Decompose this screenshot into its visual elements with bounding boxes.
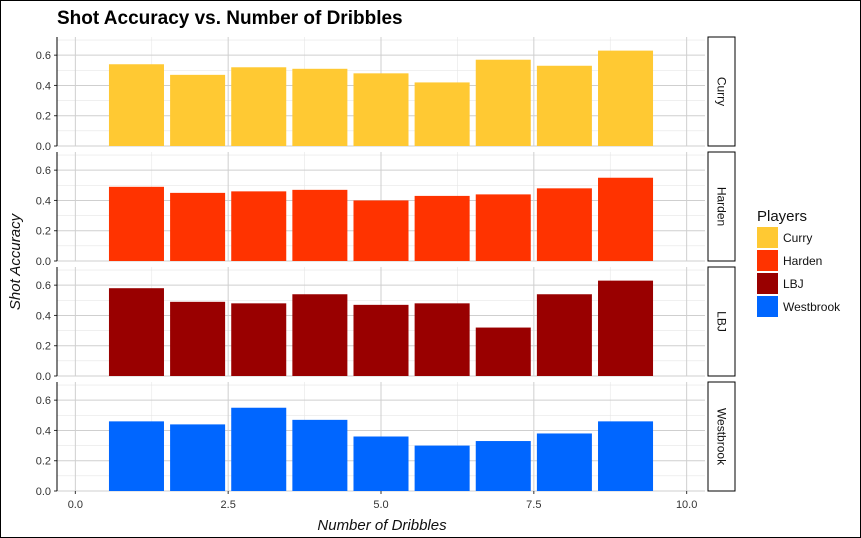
y-tick-label: 0.6	[36, 50, 51, 62]
bar-lbj-1	[108, 288, 164, 376]
bar-curry-6	[414, 82, 470, 146]
facet-strip-label: LBJ	[715, 311, 729, 332]
bar-harden-1	[108, 186, 164, 261]
x-axis-title: Number of Dribbles	[317, 517, 447, 534]
y-tick-label: 0.0	[36, 141, 51, 153]
bar-westbrook-6	[414, 445, 470, 491]
panel-westbrook: 0.0 0.2 0.4 0.6 Westbrook	[36, 381, 736, 498]
legend: Players Curry Harden LBJ Westbrook	[757, 208, 841, 317]
y-tick-label: 0.2	[36, 226, 51, 238]
bar-curry-1	[108, 64, 164, 146]
bar-curry-5	[353, 73, 409, 146]
bar-harden-9	[598, 177, 654, 261]
bar-harden-2	[170, 192, 226, 261]
facet-strip-label: Curry	[715, 77, 729, 106]
bar-lbj-4	[292, 294, 348, 376]
bar-westbrook-7	[475, 441, 531, 491]
legend-label-curry: Curry	[783, 231, 812, 245]
facet-strip	[707, 36, 736, 147]
bar-lbj-6	[414, 303, 470, 376]
bar-westbrook-8	[536, 433, 592, 491]
x-tick-label: 5.0	[373, 499, 388, 511]
legend-swatch-curry	[757, 227, 778, 248]
y-tick-label: 0.0	[36, 371, 51, 383]
y-axis-title: Shot Accuracy	[7, 212, 24, 310]
legend-title: Players	[757, 208, 807, 225]
bar-curry-9	[598, 50, 654, 146]
legend-swatch-harden	[757, 250, 778, 271]
facet-strip	[707, 381, 736, 492]
y-tick-label: 0.4	[36, 80, 51, 92]
chart-title: Shot Accuracy vs. Number of Dribbles	[57, 8, 403, 29]
facet-strip-label: Westbrook	[715, 408, 729, 466]
y-tick-label: 0.0	[36, 256, 51, 268]
legend-label-harden: Harden	[783, 254, 822, 268]
bar-harden-7	[475, 194, 531, 261]
bar-westbrook-4	[292, 419, 348, 491]
legend-swatch-lbj	[757, 273, 778, 294]
bar-westbrook-2	[170, 424, 226, 491]
bar-westbrook-9	[598, 421, 654, 491]
facet-strip	[707, 266, 736, 377]
facet-panels: 0.00.20.40.6Curry0.00.20.40.6Harden0.00.…	[36, 36, 736, 498]
bar-lbj-3	[231, 303, 287, 376]
y-tick-label: 0.4	[36, 195, 51, 207]
panel-lbj: 0.0 0.2 0.4 0.6 LBJ	[36, 266, 736, 383]
bar-harden-3	[231, 191, 287, 261]
panel-curry: 0.0 0.2 0.4 0.6 Curry	[36, 36, 736, 153]
bar-lbj-8	[536, 294, 592, 376]
y-tick-label: 0.6	[36, 280, 51, 292]
y-tick-label: 0.2	[36, 111, 51, 123]
bar-westbrook-3	[231, 407, 287, 491]
y-tick-label: 0.6	[36, 395, 51, 407]
bar-harden-4	[292, 189, 348, 261]
bar-harden-6	[414, 195, 470, 261]
x-tick-label: 10.0	[676, 499, 697, 511]
bar-lbj-9	[598, 280, 654, 376]
facet-strip-label: Harden	[715, 187, 729, 226]
bar-curry-8	[536, 65, 592, 146]
x-tick-label: 7.5	[526, 499, 541, 511]
facet-strip	[707, 151, 736, 262]
legend-label-westbrook: Westbrook	[783, 300, 841, 314]
bar-curry-4	[292, 68, 348, 146]
y-tick-label: 0.4	[36, 425, 51, 437]
bar-lbj-7	[475, 327, 531, 376]
legend-swatch-westbrook	[757, 296, 778, 317]
bar-harden-5	[353, 200, 409, 261]
y-tick-label: 0.6	[36, 165, 51, 177]
bar-westbrook-5	[353, 436, 409, 491]
y-tick-label: 0.2	[36, 456, 51, 468]
x-axis: 0.0 2.5 5.0 7.5 10.0	[68, 491, 697, 511]
y-tick-label: 0.2	[36, 341, 51, 353]
legend-label-lbj: LBJ	[783, 277, 804, 291]
bar-curry-3	[231, 67, 287, 146]
bar-curry-7	[475, 59, 531, 147]
bar-curry-2	[170, 74, 226, 146]
panel-harden: 0.0 0.2 0.4 0.6 Harden	[36, 151, 736, 268]
x-tick-label: 2.5	[221, 499, 236, 511]
y-tick-label: 0.0	[36, 486, 51, 498]
bar-westbrook-1	[108, 421, 164, 491]
y-tick-label: 0.4	[36, 310, 51, 322]
bar-harden-8	[536, 188, 592, 261]
bar-lbj-2	[170, 301, 226, 376]
x-tick-label: 0.0	[68, 499, 83, 511]
bar-lbj-5	[353, 304, 409, 376]
